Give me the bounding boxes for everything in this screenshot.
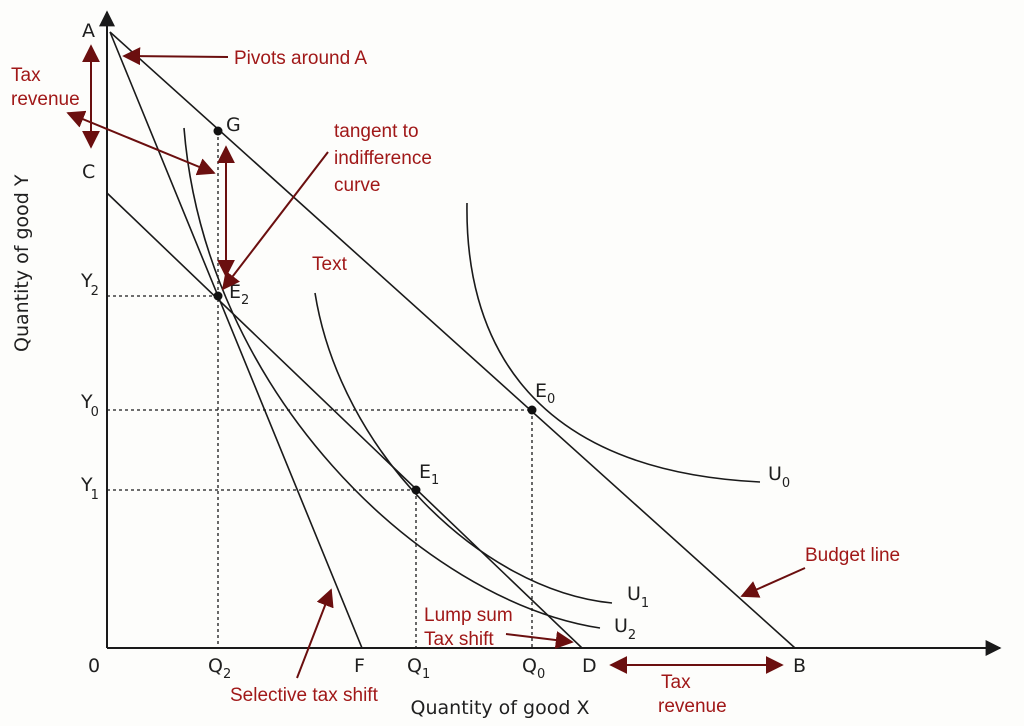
indifference-curve-u1 xyxy=(314,292,613,604)
label-u1: U1 xyxy=(627,583,649,611)
arrow-lump-sum xyxy=(505,631,574,649)
annotation-tax-revenue-left-1: Tax xyxy=(11,65,41,86)
tick-y0: Y0 xyxy=(80,391,99,420)
tick-a: A xyxy=(82,20,95,42)
indifference-curve-u0 xyxy=(466,202,761,483)
annotation-tax-revenue-bottom-2: revenue xyxy=(658,696,727,717)
label-e2: E2 xyxy=(229,281,249,308)
annotation-budget-line: Budget line xyxy=(805,545,900,566)
tick-y1: Y1 xyxy=(80,474,99,503)
annotation-pivots: Pivots around A xyxy=(234,48,367,69)
lump-sum-line-cd xyxy=(106,192,583,649)
tick-c: C xyxy=(82,161,95,183)
tick-q1: Q1 xyxy=(407,655,430,682)
label-e0: E0 xyxy=(535,380,555,407)
x-axis-title: Quantity of good X xyxy=(411,697,590,719)
point-e0 xyxy=(527,405,537,415)
arrow-pivots xyxy=(122,47,229,66)
tick-f: F xyxy=(354,655,365,677)
budget-line-ab xyxy=(109,31,796,649)
label-e1: E1 xyxy=(419,461,439,488)
annotation-tangent-3: curve xyxy=(334,175,380,196)
annotation-lump-sum-2: Tax shift xyxy=(424,629,494,650)
annotation-tangent-1: tangent to xyxy=(334,121,419,142)
point-e2 xyxy=(213,291,223,301)
arrow-selective xyxy=(296,588,334,679)
annotation-tax-revenue-left-2: revenue xyxy=(11,89,80,110)
annotation-tangent-2: indifference xyxy=(334,148,432,169)
label-u0: U0 xyxy=(768,463,790,491)
tick-b: B xyxy=(793,655,806,677)
indifference-curve-u2 xyxy=(183,127,601,629)
label-u2: U2 xyxy=(614,615,636,643)
label-g: G xyxy=(226,114,241,136)
annotation-text: Text xyxy=(312,254,348,275)
point-g xyxy=(213,126,223,136)
y-axis-title: Quantity of good Y xyxy=(11,174,33,352)
tick-y2: Y2 xyxy=(80,270,99,299)
point-e1 xyxy=(411,485,421,495)
tick-d: D xyxy=(582,655,597,677)
tick-q0: Q0 xyxy=(522,655,545,682)
arrow-budget-line xyxy=(740,567,806,598)
annotation-lump-sum-1: Lump sum xyxy=(424,605,513,626)
tick-q2: Q2 xyxy=(208,655,231,682)
arrow-tax-revenue-pointer xyxy=(66,110,216,176)
arrow-tangent xyxy=(221,151,329,291)
annotation-tax-revenue-bottom-1: Tax xyxy=(661,672,691,693)
origin-label: 0 xyxy=(88,655,100,677)
annotation-selective: Selective tax shift xyxy=(230,685,379,706)
